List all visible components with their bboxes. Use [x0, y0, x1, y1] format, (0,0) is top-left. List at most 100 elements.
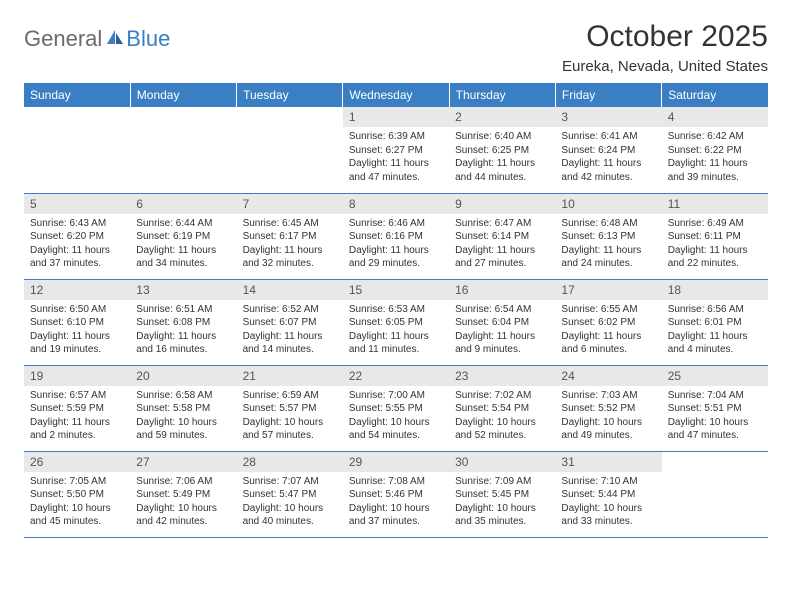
- sunrise-text: Sunrise: 6:42 AM: [668, 130, 762, 144]
- weekday-header: Saturday: [662, 83, 768, 107]
- daylight-text: Daylight: 11 hours and 47 minutes.: [349, 157, 443, 184]
- calendar-day-cell: 11Sunrise: 6:49 AMSunset: 6:11 PMDayligh…: [662, 193, 768, 279]
- month-title: October 2025: [562, 20, 768, 54]
- calendar-day-cell: 4Sunrise: 6:42 AMSunset: 6:22 PMDaylight…: [662, 107, 768, 193]
- day-number: 6: [130, 194, 236, 214]
- sunset-text: Sunset: 6:16 PM: [349, 230, 443, 244]
- calendar-day-cell: 29Sunrise: 7:08 AMSunset: 5:46 PMDayligh…: [343, 451, 449, 537]
- sunset-text: Sunset: 6:10 PM: [30, 316, 124, 330]
- day-number: 22: [343, 366, 449, 386]
- sunrise-text: Sunrise: 6:57 AM: [30, 389, 124, 403]
- day-info: Sunrise: 6:49 AMSunset: 6:11 PMDaylight:…: [662, 214, 768, 275]
- daylight-text: Daylight: 11 hours and 44 minutes.: [455, 157, 549, 184]
- day-number: [662, 452, 768, 458]
- day-info: Sunrise: 6:41 AMSunset: 6:24 PMDaylight:…: [555, 127, 661, 188]
- sunrise-text: Sunrise: 7:04 AM: [668, 389, 762, 403]
- calendar-day-cell: 22Sunrise: 7:00 AMSunset: 5:55 PMDayligh…: [343, 365, 449, 451]
- day-number: 20: [130, 366, 236, 386]
- calendar-day-cell: 31Sunrise: 7:10 AMSunset: 5:44 PMDayligh…: [555, 451, 661, 537]
- calendar-day-cell: [237, 107, 343, 193]
- day-info: Sunrise: 6:57 AMSunset: 5:59 PMDaylight:…: [24, 386, 130, 447]
- daylight-text: Daylight: 11 hours and 16 minutes.: [136, 330, 230, 357]
- day-number: 16: [449, 280, 555, 300]
- location: Eureka, Nevada, United States: [562, 58, 768, 75]
- sunset-text: Sunset: 5:58 PM: [136, 402, 230, 416]
- daylight-text: Daylight: 11 hours and 32 minutes.: [243, 244, 337, 271]
- sunrise-text: Sunrise: 6:41 AM: [561, 130, 655, 144]
- header: General Blue October 2025 Eureka, Nevada…: [24, 20, 768, 75]
- sunset-text: Sunset: 6:08 PM: [136, 316, 230, 330]
- day-number: 19: [24, 366, 130, 386]
- sunset-text: Sunset: 5:55 PM: [349, 402, 443, 416]
- calendar-day-cell: 13Sunrise: 6:51 AMSunset: 6:08 PMDayligh…: [130, 279, 236, 365]
- sunset-text: Sunset: 5:46 PM: [349, 488, 443, 502]
- calendar-day-cell: [662, 451, 768, 537]
- sunrise-text: Sunrise: 6:59 AM: [243, 389, 337, 403]
- day-number: 23: [449, 366, 555, 386]
- daylight-text: Daylight: 11 hours and 42 minutes.: [561, 157, 655, 184]
- day-number: 17: [555, 280, 661, 300]
- day-number: 4: [662, 107, 768, 127]
- day-info: Sunrise: 7:09 AMSunset: 5:45 PMDaylight:…: [449, 472, 555, 533]
- day-number: 11: [662, 194, 768, 214]
- sunset-text: Sunset: 6:11 PM: [668, 230, 762, 244]
- day-info: Sunrise: 7:06 AMSunset: 5:49 PMDaylight:…: [130, 472, 236, 533]
- calendar-day-cell: 1Sunrise: 6:39 AMSunset: 6:27 PMDaylight…: [343, 107, 449, 193]
- weekday-header: Monday: [130, 83, 236, 107]
- day-info: Sunrise: 6:51 AMSunset: 6:08 PMDaylight:…: [130, 300, 236, 361]
- calendar-day-cell: 2Sunrise: 6:40 AMSunset: 6:25 PMDaylight…: [449, 107, 555, 193]
- sunrise-text: Sunrise: 6:58 AM: [136, 389, 230, 403]
- daylight-text: Daylight: 11 hours and 39 minutes.: [668, 157, 762, 184]
- calendar-day-cell: 19Sunrise: 6:57 AMSunset: 5:59 PMDayligh…: [24, 365, 130, 451]
- daylight-text: Daylight: 11 hours and 24 minutes.: [561, 244, 655, 271]
- day-info: Sunrise: 6:48 AMSunset: 6:13 PMDaylight:…: [555, 214, 661, 275]
- calendar-day-cell: 8Sunrise: 6:46 AMSunset: 6:16 PMDaylight…: [343, 193, 449, 279]
- daylight-text: Daylight: 10 hours and 54 minutes.: [349, 416, 443, 443]
- sunrise-text: Sunrise: 6:55 AM: [561, 303, 655, 317]
- daylight-text: Daylight: 10 hours and 47 minutes.: [668, 416, 762, 443]
- calendar-day-cell: 18Sunrise: 6:56 AMSunset: 6:01 PMDayligh…: [662, 279, 768, 365]
- day-number: 2: [449, 107, 555, 127]
- weekday-header: Wednesday: [343, 83, 449, 107]
- sunset-text: Sunset: 6:05 PM: [349, 316, 443, 330]
- day-number: 13: [130, 280, 236, 300]
- daylight-text: Daylight: 11 hours and 34 minutes.: [136, 244, 230, 271]
- day-number: 12: [24, 280, 130, 300]
- day-number: 25: [662, 366, 768, 386]
- calendar-day-cell: 25Sunrise: 7:04 AMSunset: 5:51 PMDayligh…: [662, 365, 768, 451]
- day-number: 31: [555, 452, 661, 472]
- daylight-text: Daylight: 11 hours and 11 minutes.: [349, 330, 443, 357]
- sunset-text: Sunset: 5:57 PM: [243, 402, 337, 416]
- calendar-day-cell: 28Sunrise: 7:07 AMSunset: 5:47 PMDayligh…: [237, 451, 343, 537]
- sunset-text: Sunset: 6:20 PM: [30, 230, 124, 244]
- sunset-text: Sunset: 5:54 PM: [455, 402, 549, 416]
- day-number: 18: [662, 280, 768, 300]
- sunrise-text: Sunrise: 6:53 AM: [349, 303, 443, 317]
- calendar-week-row: 19Sunrise: 6:57 AMSunset: 5:59 PMDayligh…: [24, 365, 768, 451]
- calendar-day-cell: 24Sunrise: 7:03 AMSunset: 5:52 PMDayligh…: [555, 365, 661, 451]
- sunset-text: Sunset: 5:44 PM: [561, 488, 655, 502]
- calendar-day-cell: 16Sunrise: 6:54 AMSunset: 6:04 PMDayligh…: [449, 279, 555, 365]
- day-number: [237, 107, 343, 113]
- calendar-day-cell: [130, 107, 236, 193]
- calendar-day-cell: 15Sunrise: 6:53 AMSunset: 6:05 PMDayligh…: [343, 279, 449, 365]
- day-number: 28: [237, 452, 343, 472]
- day-info: Sunrise: 7:04 AMSunset: 5:51 PMDaylight:…: [662, 386, 768, 447]
- sunset-text: Sunset: 5:50 PM: [30, 488, 124, 502]
- day-number: 10: [555, 194, 661, 214]
- calendar-week-row: 12Sunrise: 6:50 AMSunset: 6:10 PMDayligh…: [24, 279, 768, 365]
- weekday-header: Tuesday: [237, 83, 343, 107]
- calendar-day-cell: 27Sunrise: 7:06 AMSunset: 5:49 PMDayligh…: [130, 451, 236, 537]
- sunrise-text: Sunrise: 6:56 AM: [668, 303, 762, 317]
- day-info: Sunrise: 6:56 AMSunset: 6:01 PMDaylight:…: [662, 300, 768, 361]
- sunrise-text: Sunrise: 7:07 AM: [243, 475, 337, 489]
- sunset-text: Sunset: 6:14 PM: [455, 230, 549, 244]
- sail-icon: [105, 26, 125, 52]
- calendar-day-cell: 6Sunrise: 6:44 AMSunset: 6:19 PMDaylight…: [130, 193, 236, 279]
- day-info: Sunrise: 6:53 AMSunset: 6:05 PMDaylight:…: [343, 300, 449, 361]
- sunset-text: Sunset: 5:52 PM: [561, 402, 655, 416]
- calendar-day-cell: 26Sunrise: 7:05 AMSunset: 5:50 PMDayligh…: [24, 451, 130, 537]
- sunrise-text: Sunrise: 6:52 AM: [243, 303, 337, 317]
- day-info: Sunrise: 7:08 AMSunset: 5:46 PMDaylight:…: [343, 472, 449, 533]
- day-info: Sunrise: 7:03 AMSunset: 5:52 PMDaylight:…: [555, 386, 661, 447]
